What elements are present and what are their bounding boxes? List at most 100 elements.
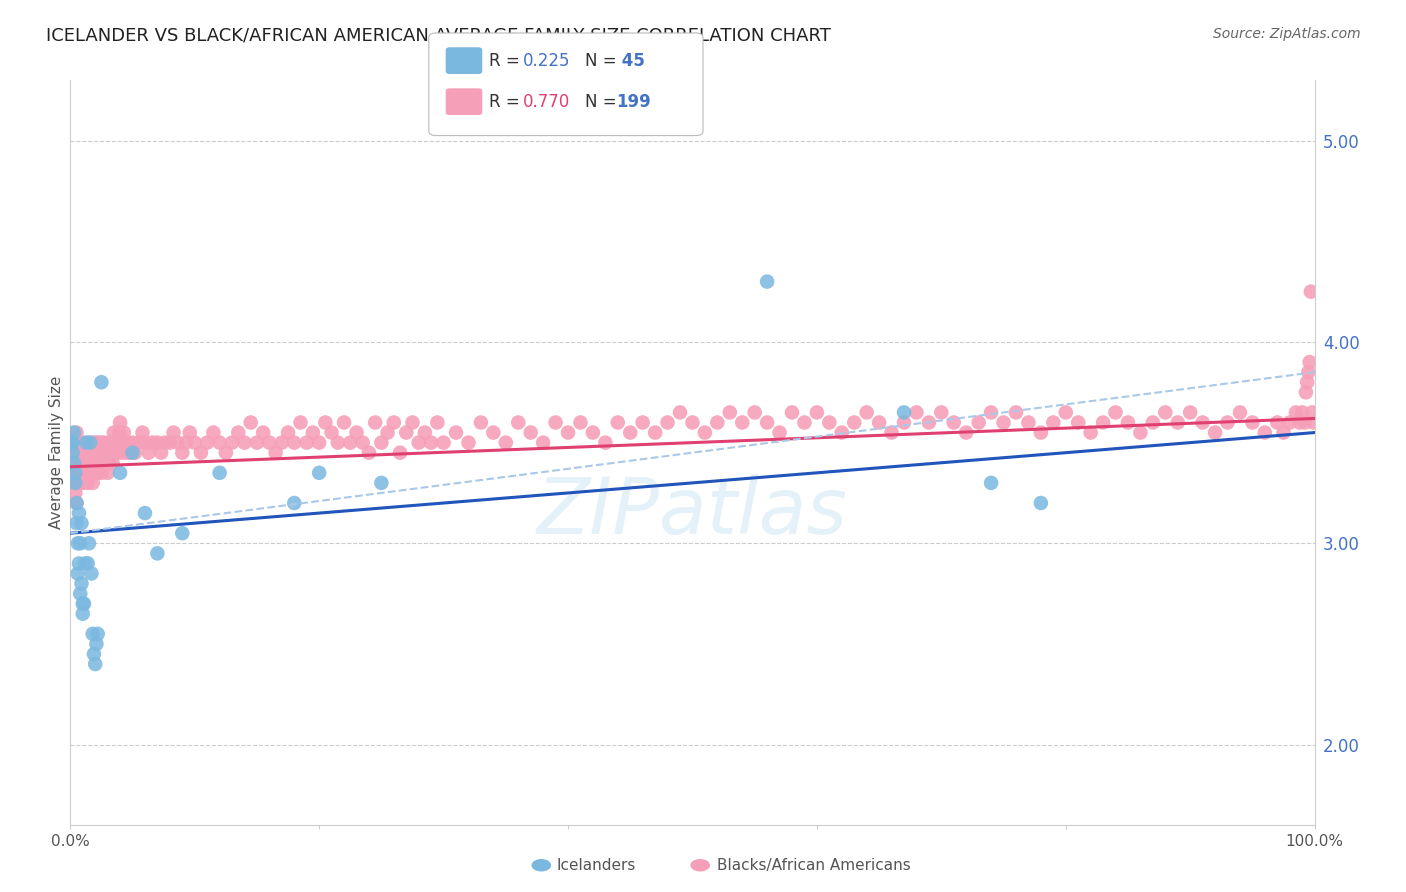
Point xyxy=(277,425,299,440)
Point xyxy=(1029,496,1052,510)
Point xyxy=(131,425,153,440)
Point xyxy=(595,435,617,450)
Point xyxy=(72,466,94,480)
Point xyxy=(1301,405,1323,419)
Point xyxy=(1054,405,1077,419)
Point xyxy=(79,456,101,470)
Point xyxy=(756,416,779,430)
Point xyxy=(395,425,418,440)
Text: R =: R = xyxy=(489,52,526,70)
Point xyxy=(283,435,305,450)
Point xyxy=(65,475,87,490)
Point xyxy=(77,536,100,550)
Point xyxy=(1298,365,1320,379)
Text: R =: R = xyxy=(489,93,526,111)
Point xyxy=(146,435,169,450)
Point xyxy=(117,435,139,450)
Point xyxy=(1180,405,1202,419)
Point xyxy=(1302,416,1324,430)
Point xyxy=(80,445,103,460)
Point xyxy=(1296,376,1319,390)
Point xyxy=(86,637,108,651)
Point xyxy=(682,416,704,430)
Point xyxy=(67,456,90,470)
Point xyxy=(86,435,108,450)
Point xyxy=(65,475,87,490)
Point xyxy=(134,435,156,450)
Point xyxy=(108,425,131,440)
Point xyxy=(97,456,120,470)
Point xyxy=(302,425,325,440)
Point xyxy=(482,425,505,440)
Point xyxy=(62,456,84,470)
Point xyxy=(94,456,117,470)
Point xyxy=(756,275,779,289)
Point xyxy=(67,456,90,470)
Point xyxy=(63,456,86,470)
Point xyxy=(108,416,131,430)
Point xyxy=(63,445,86,460)
Point xyxy=(657,416,679,430)
Point xyxy=(159,435,181,450)
Point xyxy=(77,435,100,450)
Point xyxy=(202,425,225,440)
Point xyxy=(60,435,83,450)
Point xyxy=(1116,416,1139,430)
Point xyxy=(706,416,728,430)
Point xyxy=(1080,425,1102,440)
Point xyxy=(980,405,1002,419)
Point xyxy=(831,425,853,440)
Point xyxy=(72,597,94,611)
Point xyxy=(252,425,274,440)
Point xyxy=(508,416,530,430)
Point xyxy=(76,475,98,490)
Point xyxy=(370,435,392,450)
Point xyxy=(128,435,150,450)
Point xyxy=(83,647,105,661)
Point xyxy=(531,435,554,450)
Point xyxy=(389,445,412,460)
Point xyxy=(66,536,89,550)
Point xyxy=(1291,405,1313,419)
Point xyxy=(669,405,692,419)
Point xyxy=(1204,425,1226,440)
Point xyxy=(1067,416,1090,430)
Point xyxy=(283,496,305,510)
Point xyxy=(1129,425,1152,440)
Point xyxy=(955,425,977,440)
Point xyxy=(76,435,98,450)
Point xyxy=(172,526,194,541)
Point xyxy=(67,506,90,520)
Point xyxy=(382,416,405,430)
Point xyxy=(86,456,108,470)
Y-axis label: Average Family Size: Average Family Size xyxy=(49,376,63,529)
Point xyxy=(112,425,135,440)
Point xyxy=(308,435,330,450)
Point xyxy=(321,425,343,440)
Point xyxy=(855,405,877,419)
Point xyxy=(544,416,567,430)
Point xyxy=(70,516,93,530)
Point xyxy=(100,435,122,450)
Point xyxy=(718,405,741,419)
Point xyxy=(118,445,141,460)
Point xyxy=(62,435,84,450)
Point xyxy=(75,466,97,480)
Point xyxy=(1272,425,1295,440)
Point xyxy=(357,445,380,460)
Point xyxy=(339,435,361,450)
Point xyxy=(162,425,184,440)
Point xyxy=(606,416,628,430)
Point xyxy=(1285,405,1308,419)
Point xyxy=(401,416,423,430)
Point xyxy=(179,425,201,440)
Text: 0.770: 0.770 xyxy=(523,93,571,111)
Point xyxy=(980,475,1002,490)
Point xyxy=(693,425,716,440)
Point xyxy=(470,416,492,430)
Point xyxy=(1288,416,1310,430)
Point xyxy=(76,557,98,571)
Point xyxy=(153,435,176,450)
Point xyxy=(73,597,96,611)
Point xyxy=(63,435,86,450)
